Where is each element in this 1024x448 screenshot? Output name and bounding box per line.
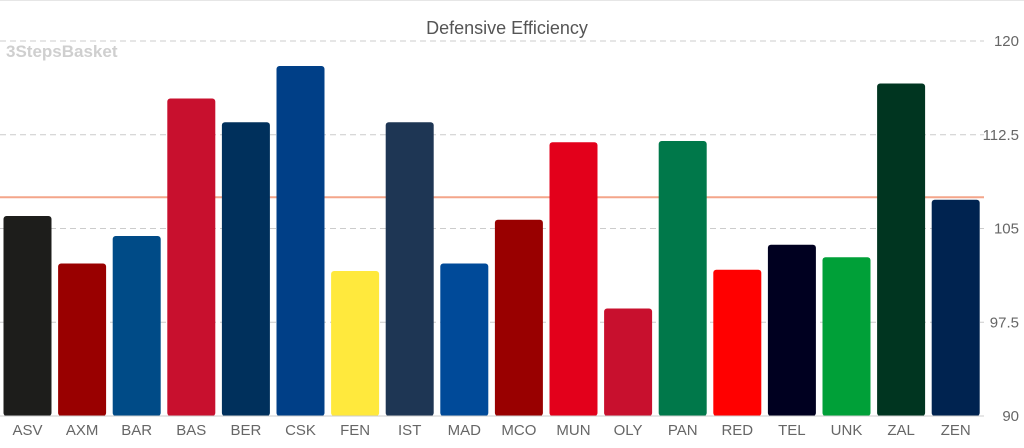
x-tick-label-bas: BAS (176, 422, 206, 439)
grid-lines (0, 40, 984, 323)
x-tick-label-csk: CSK (285, 422, 316, 439)
x-tick-label-unk: UNK (831, 422, 863, 439)
bar-oly[interactable] (604, 308, 653, 417)
x-tick-label-zal: ZAL (887, 422, 915, 439)
x-tick-label-bar: BAR (121, 422, 152, 439)
bar-unk[interactable] (822, 257, 871, 416)
bar-pan[interactable] (658, 141, 707, 416)
x-tick-label-fen: FEN (340, 422, 370, 439)
x-tick-label-tel: TEL (778, 422, 806, 439)
bar-mco[interactable] (494, 219, 543, 416)
bar-csk[interactable] (276, 66, 325, 416)
bar-zen[interactable] (931, 199, 980, 416)
y-tick-label: 112.5 (983, 127, 1019, 144)
x-tick-label-red: RED (721, 422, 753, 439)
x-tick-label-mco: MCO (501, 422, 536, 439)
chart-title: Defensive Efficiency (426, 18, 588, 38)
y-tick-labels: 90 97.5 105 112.5 120 (983, 33, 1019, 425)
bar-red[interactable] (713, 269, 762, 416)
x-tick-label-mun: MUN (556, 422, 590, 439)
bar-asv[interactable] (3, 216, 52, 416)
bar-fen[interactable] (331, 271, 380, 416)
bar-ber[interactable] (221, 122, 270, 416)
x-tick-label-pan: PAN (668, 422, 698, 439)
bar-bar[interactable] (112, 236, 161, 416)
x-tick-label-ist: IST (398, 422, 421, 439)
bar-bas[interactable] (167, 98, 216, 417)
y-tick-label: 105 (994, 221, 1019, 238)
y-tick-label: 97.5 (990, 314, 1019, 331)
x-tick-label-axm: AXM (66, 422, 99, 439)
bar-mad[interactable] (440, 263, 489, 417)
bars (3, 66, 980, 417)
bar-tel[interactable] (767, 244, 816, 416)
bar-ist[interactable] (385, 122, 434, 416)
watermark: 3StepsBasket (6, 42, 118, 61)
top-border (0, 0, 1024, 1)
x-tick-label-asv: ASV (12, 422, 42, 439)
x-tick-label-mad: MAD (448, 422, 482, 439)
bar-mun[interactable] (549, 142, 598, 416)
bar-zal[interactable] (877, 83, 926, 417)
y-tick-label: 120 (994, 33, 1019, 50)
x-tick-label-ber: BER (230, 422, 261, 439)
x-tick-label-zen: ZEN (941, 422, 971, 439)
y-tick-label: 90 (1002, 408, 1019, 425)
x-tick-labels: ASV AXM BAR BAS BER CSK FEN IST MAD MCO MUN OLY PAN R… (12, 422, 970, 439)
x-tick-label-oly: OLY (614, 422, 643, 439)
bar-axm[interactable] (58, 263, 107, 417)
